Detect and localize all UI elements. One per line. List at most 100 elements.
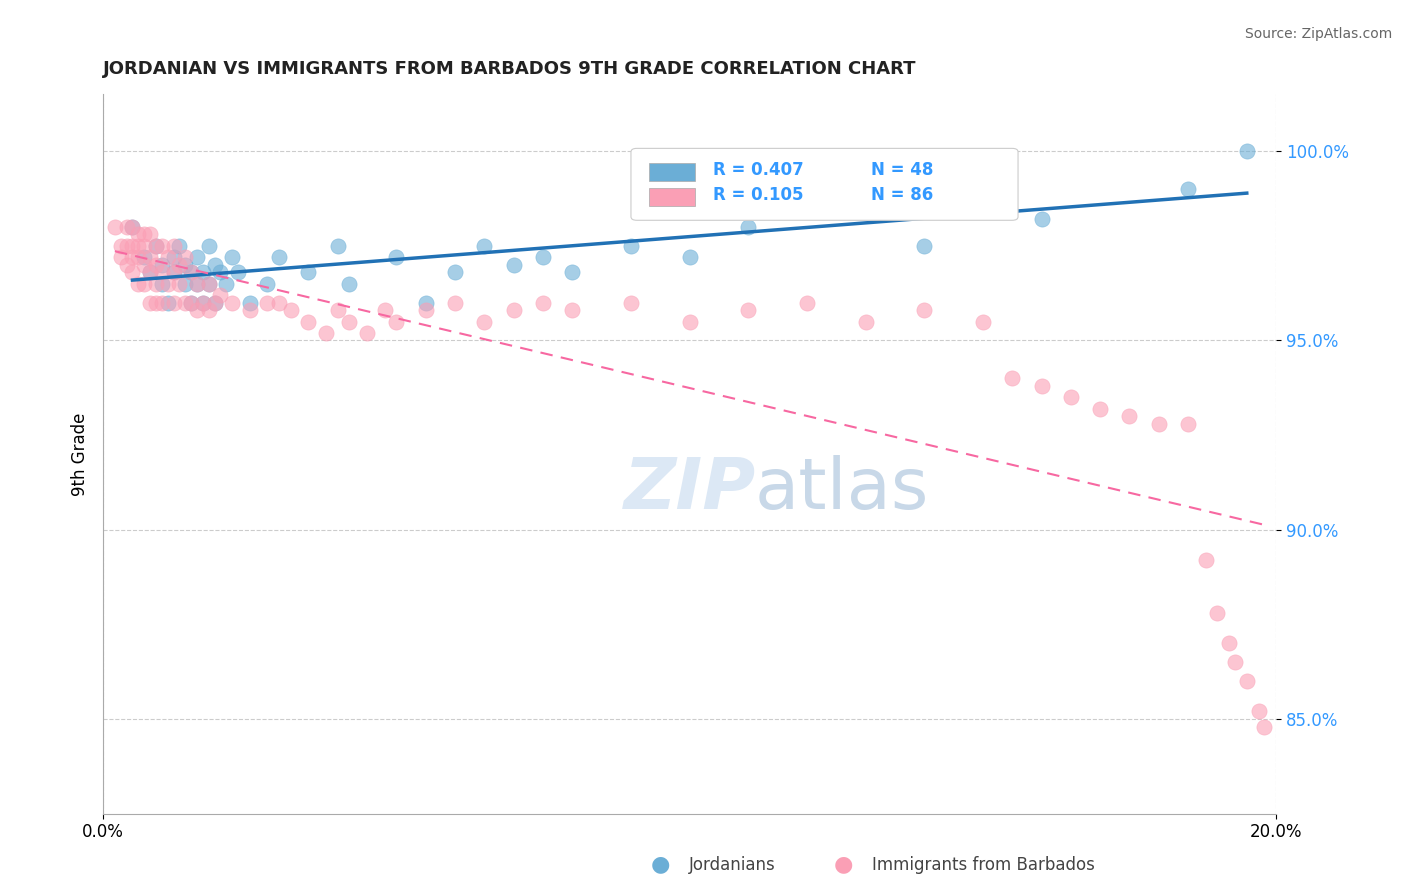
Point [1195,553,1218,567]
Point [356,326,378,340]
Point [737,303,759,318]
Point [110,250,132,264]
Point [239,295,262,310]
Point [444,265,467,279]
Point [297,265,319,279]
Point [1147,417,1170,431]
Point [197,239,219,253]
Text: R = 0.105: R = 0.105 [713,186,804,204]
Y-axis label: 9th Grade: 9th Grade [72,412,89,496]
Point [162,250,184,264]
Point [191,295,214,310]
Point [180,265,202,279]
Point [139,295,162,310]
Point [156,250,179,264]
Point [221,295,243,310]
Point [472,314,495,328]
Text: Jordanians: Jordanians [689,856,776,874]
Point [180,295,202,310]
Point [186,277,208,291]
Point [134,258,156,272]
Point [326,239,349,253]
Point [174,277,197,291]
Point [145,258,167,272]
Point [531,250,554,264]
Point [297,314,319,328]
Point [239,303,262,318]
Point [561,303,583,318]
Point [186,277,208,291]
Point [855,314,877,328]
Point [121,239,143,253]
Point [1247,705,1270,719]
Point [374,303,396,318]
Point [472,239,495,253]
Point [127,227,149,242]
Point [796,201,818,215]
Point [256,295,278,310]
Point [204,295,226,310]
Point [174,250,197,264]
Point [620,295,643,310]
Point [169,239,191,253]
Point [104,219,127,234]
Point [115,219,138,234]
Point [121,219,143,234]
Point [256,277,278,291]
Point [204,258,226,272]
Point [121,250,143,264]
Point [156,295,179,310]
Point [134,227,156,242]
Point [678,314,700,328]
Point [339,314,361,328]
Point [267,295,290,310]
Point [139,265,162,279]
Point [737,219,759,234]
Point [121,219,143,234]
Point [127,277,149,291]
Point [226,265,249,279]
Point [150,265,173,279]
Point [150,277,173,291]
Point [209,288,232,302]
Point [139,265,162,279]
Point [197,277,219,291]
Point [912,239,935,253]
Text: JORDANIAN VS IMMIGRANTS FROM BARBADOS 9TH GRADE CORRELATION CHART: JORDANIAN VS IMMIGRANTS FROM BARBADOS 9T… [103,60,917,78]
Point [134,239,156,253]
Point [415,295,437,310]
Point [385,250,408,264]
Point [121,265,143,279]
FancyBboxPatch shape [631,148,1018,220]
Point [444,295,467,310]
Point [145,239,167,253]
Point [1206,606,1229,620]
Point [972,314,994,328]
Point [1031,379,1053,393]
Point [145,277,167,291]
Point [1223,655,1246,669]
Text: ZIP: ZIP [623,456,756,524]
Point [209,265,232,279]
Point [110,239,132,253]
Text: Source: ZipAtlas.com: Source: ZipAtlas.com [1244,27,1392,41]
Point [186,303,208,318]
Point [1177,182,1199,196]
Point [150,258,173,272]
Text: Immigrants from Barbados: Immigrants from Barbados [872,856,1095,874]
Point [1118,409,1140,424]
Point [561,265,583,279]
Point [174,295,197,310]
Point [204,295,226,310]
Point [1060,390,1083,404]
Point [139,250,162,264]
Point [267,250,290,264]
Text: atlas: atlas [755,456,929,524]
Point [221,250,243,264]
Text: R = 0.407: R = 0.407 [713,161,804,179]
Point [186,250,208,264]
Point [180,295,202,310]
Point [502,258,524,272]
Point [115,258,138,272]
Point [139,227,162,242]
